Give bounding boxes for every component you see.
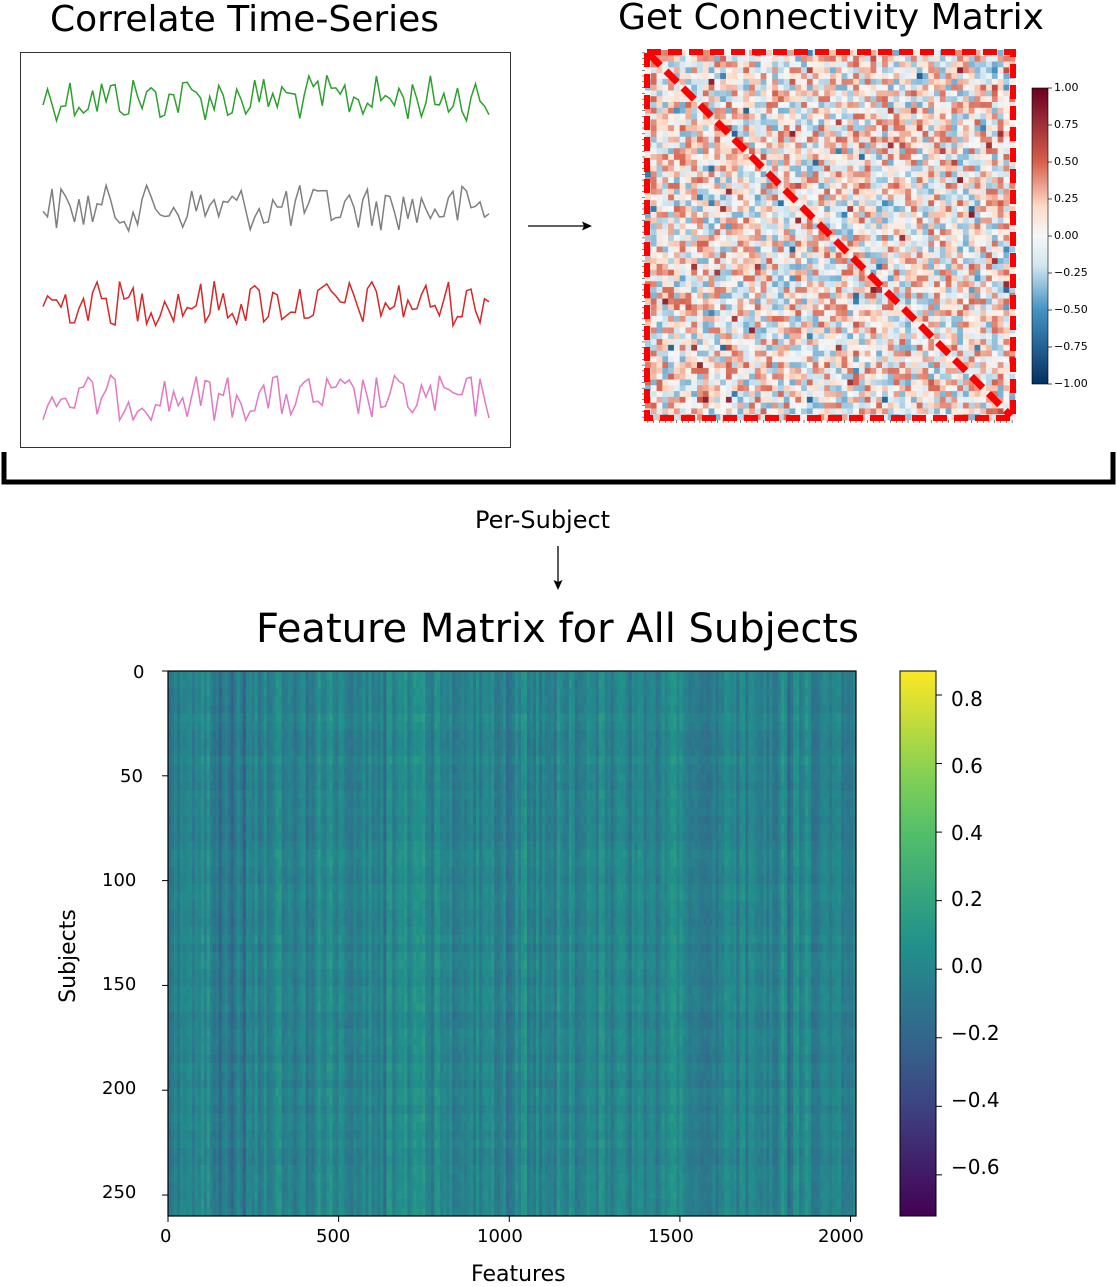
x-tick-label: 1500: [648, 1228, 694, 1246]
feature-matrix-heatmap: [0, 660, 1117, 1286]
timeseries-plot: [21, 53, 510, 447]
fm-cb-tick: 0.6: [951, 756, 983, 776]
per-subject-label: Per-Subject: [475, 506, 610, 534]
timeseries-line: [43, 375, 489, 421]
y-tick-label: 150: [102, 976, 136, 994]
fm-cb-tick: 0.4: [951, 823, 983, 843]
connectivity-matrix: [600, 40, 1100, 460]
connectivity-title: Get Connectivity Matrix: [618, 0, 1044, 36]
down-arrow-icon: [550, 544, 566, 594]
grouping-bracket: [0, 448, 1117, 488]
timeseries-line: [43, 75, 489, 121]
x-tick-label: 500: [316, 1228, 350, 1246]
y-tick-label: 200: [102, 1080, 136, 1098]
feature-matrix-title: Feature Matrix for All Subjects: [256, 609, 859, 649]
fm-cb-tick: 0.0: [951, 956, 983, 976]
cb-tick: 0.25: [1054, 193, 1079, 204]
connectivity-colorbar-ticks: 1.00 0.75 0.50 0.25 0.00 −0.25 −0.50 −0.…: [1054, 82, 1114, 392]
feature-colorbar: [900, 671, 936, 1216]
x-tick-label: 2000: [818, 1228, 864, 1246]
timeseries-line: [43, 185, 489, 231]
x-axis-label: Features: [471, 1264, 566, 1286]
cb-tick: −0.25: [1054, 267, 1088, 278]
fm-cb-tick: −0.4: [951, 1090, 1000, 1110]
cb-tick: 0.00: [1054, 230, 1079, 241]
y-tick-label: 100: [102, 872, 136, 890]
connectivity-colorbar: [1032, 88, 1048, 384]
timeseries-line: [43, 281, 489, 325]
y-axis-label: Subjects: [58, 909, 80, 1003]
fm-cb-tick: 0.8: [951, 689, 983, 709]
fm-cb-tick: 0.2: [951, 889, 983, 909]
y-tick-label: 250: [102, 1184, 136, 1202]
cb-tick: −1.00: [1054, 378, 1088, 389]
heatmap-cells: [168, 671, 856, 1216]
cb-tick: −0.75: [1054, 341, 1088, 352]
fm-cb-tick: −0.6: [951, 1157, 1000, 1177]
cb-tick: −0.50: [1054, 304, 1088, 315]
cb-tick: 0.75: [1054, 119, 1079, 130]
cb-tick: 0.50: [1054, 156, 1079, 167]
right-arrow-icon: [526, 218, 596, 234]
y-tick-label: 0: [133, 664, 144, 682]
cb-tick: 1.00: [1054, 82, 1079, 93]
y-tick-label: 50: [120, 768, 143, 786]
x-tick-label: 0: [160, 1228, 171, 1246]
timeseries-title: Correlate Time-Series: [50, 2, 439, 38]
x-tick-label: 1000: [477, 1228, 523, 1246]
timeseries-panel: [20, 52, 511, 448]
fm-cb-tick: −0.2: [951, 1023, 1000, 1043]
